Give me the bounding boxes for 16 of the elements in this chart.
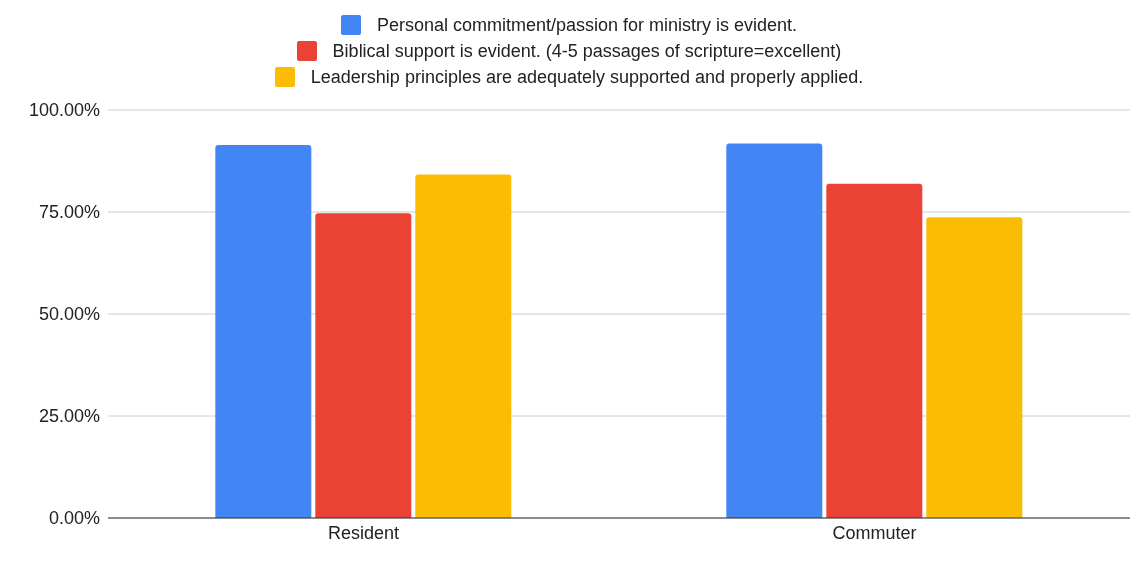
x-tick-label: Commuter bbox=[832, 522, 917, 543]
y-tick-label: 75.00% bbox=[38, 202, 100, 223]
bar bbox=[926, 217, 1023, 518]
legend-label: Personal commitment/passion for ministry is evident. bbox=[376, 14, 798, 37]
legend-label: Biblical support is evident. (4-5 passages of scripture=excellent) bbox=[332, 40, 842, 63]
x-tick-label: Resident bbox=[327, 522, 400, 543]
y-tick-label: 50.00% bbox=[38, 304, 100, 325]
bar bbox=[826, 183, 923, 518]
y-tick-label: 0.00% bbox=[48, 508, 100, 529]
bar bbox=[315, 213, 412, 518]
bar bbox=[415, 174, 512, 518]
bar bbox=[726, 143, 823, 518]
y-tick-label: 25.00% bbox=[38, 406, 100, 427]
y-tick-label: 100.00% bbox=[28, 100, 100, 121]
legend-label: Leadership principles are adequately supported and properly applied. bbox=[310, 66, 864, 89]
bar bbox=[215, 145, 312, 518]
